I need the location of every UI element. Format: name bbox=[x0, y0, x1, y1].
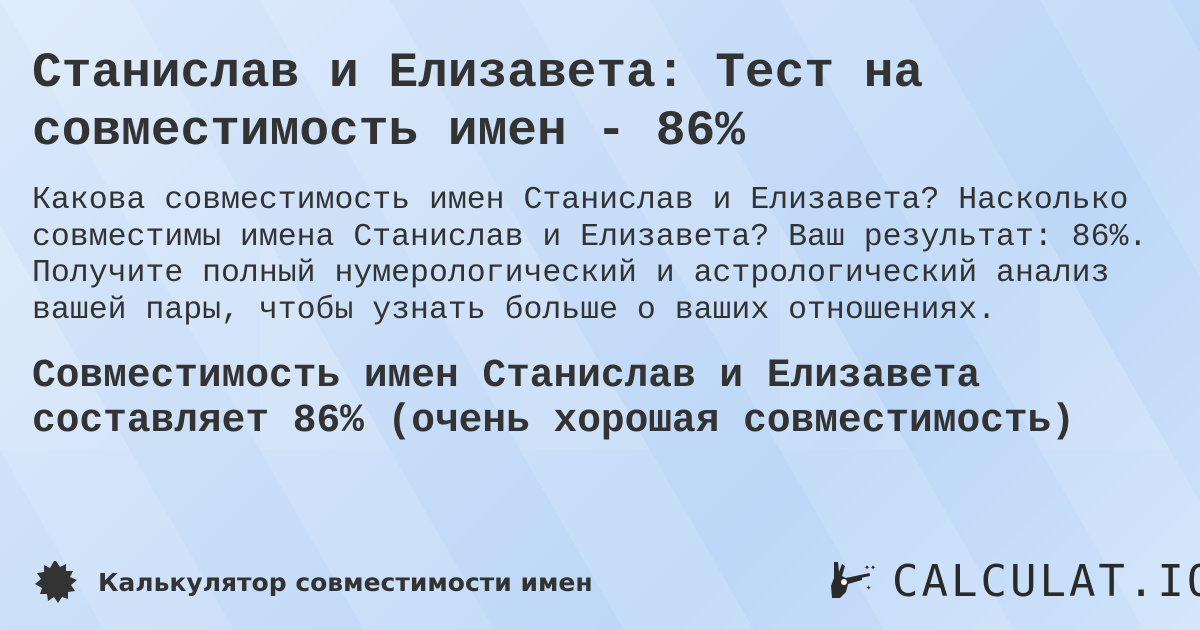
calculat-logo[interactable]: ✦✦ ✦ CALCULAT.IO bbox=[828, 556, 1200, 607]
footer-label: Калькулятор совместимости имен bbox=[98, 567, 593, 597]
footer-calculator-link[interactable]: Калькулятор совместимости имен bbox=[34, 560, 593, 604]
description: Какова совместимость имен Станислав и Ел… bbox=[32, 183, 1148, 328]
badge-icon bbox=[35, 561, 77, 603]
page-title: Станислав и Елизавета: Тест на совместим… bbox=[32, 45, 924, 159]
svg-text:✦✦: ✦✦ bbox=[864, 563, 876, 574]
logo-text: CALCULAT.IO bbox=[892, 556, 1200, 607]
svg-text:✦: ✦ bbox=[866, 583, 872, 593]
magic-hand-icon: ✦✦ ✦ bbox=[831, 561, 876, 598]
result-heading: Совместимость имен Станислав и Елизавета… bbox=[32, 353, 1075, 443]
